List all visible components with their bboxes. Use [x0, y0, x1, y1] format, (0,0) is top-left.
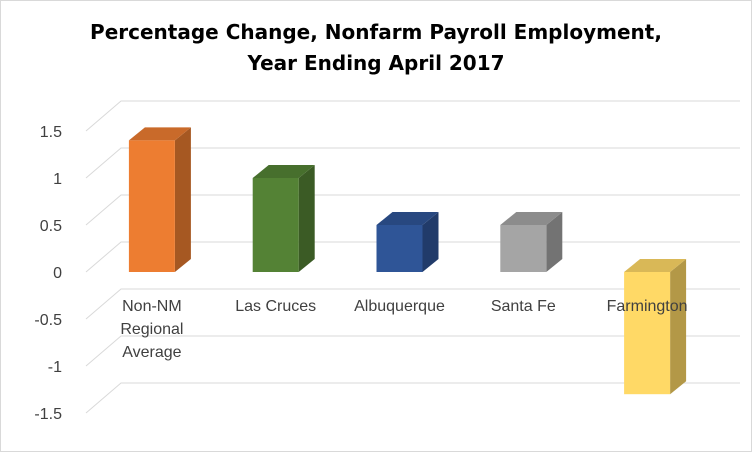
y-tick-label: 0 [53, 265, 62, 282]
bar [500, 212, 563, 272]
bars [128, 127, 687, 395]
gridline [85, 147, 740, 179]
bar-front [376, 225, 423, 272]
x-tick-label: Las Cruces [235, 298, 316, 315]
bar-front [500, 225, 547, 272]
gridline [85, 288, 740, 320]
y-axis: 1.5 1 0.5 0 -0.5 -1 -1.5 [34, 124, 62, 423]
bar [252, 165, 315, 272]
gridline [85, 194, 740, 226]
x-tick-label: Farmington [607, 298, 688, 315]
chart-title-line-1: Percentage Change, Nonfarm Payroll Emplo… [90, 20, 662, 44]
gridline [85, 382, 740, 414]
bar [376, 212, 439, 272]
bar-top [376, 212, 439, 225]
y-tick-label: -1 [48, 359, 62, 376]
bar-front [128, 140, 175, 272]
y-tick-label: 1.5 [40, 124, 62, 141]
bar-side [546, 212, 563, 272]
y-tick-label: -1.5 [34, 406, 62, 423]
gridline [85, 335, 740, 367]
bar-side [174, 127, 191, 273]
y-tick-label: -0.5 [34, 312, 62, 329]
x-axis: Non-NM Regional Average Las Cruces Albuquerq… [120, 298, 687, 361]
bar [624, 259, 687, 395]
bar [128, 127, 191, 273]
bar-top [252, 165, 315, 178]
chart-title-line-2: Year Ending April 2017 [247, 51, 505, 75]
bar-side [298, 165, 315, 272]
bar-side [422, 212, 439, 272]
bar-front [252, 178, 299, 272]
y-tick-label: 1 [53, 171, 62, 188]
y-tick-label: 0.5 [40, 218, 62, 235]
bar-top [500, 212, 563, 225]
x-tick-label: Albuquerque [354, 298, 445, 315]
bar-front [624, 272, 671, 395]
x-tick-label: Non-NM Regional Average [120, 298, 183, 361]
bar-top [128, 127, 191, 141]
bar-side [670, 259, 687, 395]
gridline [85, 100, 740, 132]
bar-top [624, 259, 687, 272]
x-tick-label: Santa Fe [491, 298, 556, 315]
grid-layer [85, 100, 740, 414]
